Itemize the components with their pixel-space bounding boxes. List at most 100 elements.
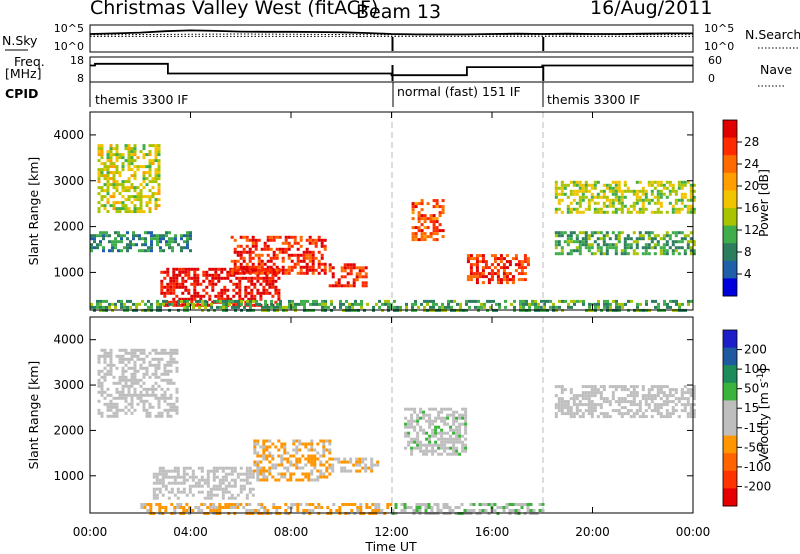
- heatmap-cell: [517, 278, 521, 282]
- heatmap-cell: [198, 305, 201, 309]
- heatmap-cell: [179, 506, 183, 509]
- heatmap-cell: [154, 159, 158, 163]
- heatmap-cell: [238, 291, 242, 295]
- heatmap-cell: [587, 409, 591, 413]
- heatmap-cell: [300, 302, 303, 306]
- heatmap-cell: [456, 302, 459, 306]
- heatmap-cell: [420, 202, 424, 206]
- heatmap-cell: [447, 299, 450, 303]
- heatmap-cell: [248, 238, 252, 242]
- heatmap-cell: [127, 402, 131, 406]
- heatmap-cell: [593, 183, 597, 187]
- heatmap-cell: [656, 385, 660, 389]
- heatmap-cell: [347, 503, 351, 506]
- heatmap-cell: [251, 509, 255, 512]
- heatmap-cell: [656, 234, 660, 238]
- heatmap-cell: [130, 375, 134, 379]
- heatmap-cell: [419, 428, 423, 432]
- heatmap-cell: [409, 506, 413, 509]
- heatmap-cell: [280, 472, 284, 476]
- heatmap-cell: [239, 271, 243, 275]
- heatmap-cell: [605, 397, 609, 401]
- heatmap-cell: [166, 282, 170, 286]
- heatmap-cell: [142, 399, 146, 403]
- heatmap-cell: [641, 186, 645, 190]
- heatmap-cell: [432, 217, 436, 221]
- heatmap-cell: [145, 201, 149, 205]
- heatmap-cell: [561, 299, 564, 303]
- heatmap-cell: [484, 509, 488, 512]
- heatmap-cell: [205, 291, 209, 295]
- heatmap-cell: [133, 150, 137, 154]
- heatmap-cell: [496, 278, 500, 282]
- heatmap-cell: [150, 249, 153, 253]
- heatmap-cell: [145, 372, 149, 376]
- heatmap-cell: [156, 240, 159, 244]
- heatmap-cell: [439, 509, 443, 512]
- heatmap-cell: [256, 460, 260, 464]
- heatmap-cell: [584, 246, 588, 250]
- heatmap-cell: [120, 302, 123, 306]
- heatmap-cell: [609, 302, 612, 306]
- heatmap-cell: [135, 234, 138, 238]
- heatmap-cell: [466, 260, 470, 264]
- heatmap-cell: [287, 506, 291, 509]
- heatmap-cell: [430, 506, 434, 509]
- heatmap-cell: [414, 302, 417, 306]
- heatmap-cell: [435, 226, 439, 230]
- heatmap-cell: [325, 439, 329, 443]
- heatmap-cell: [109, 348, 113, 352]
- heatmap-cell: [238, 279, 242, 283]
- colorbar-tick-label: 200: [744, 343, 767, 357]
- heatmap-cell: [133, 408, 137, 412]
- date-label: 16/Aug/2011: [590, 0, 712, 19]
- heatmap-cell: [193, 294, 197, 298]
- heatmap-cell: [261, 305, 264, 309]
- heatmap-cell: [195, 299, 198, 303]
- heatmap-cell: [377, 509, 381, 512]
- heatmap-cell: [464, 416, 468, 420]
- heatmap-cell: [587, 403, 591, 407]
- heatmap-cell: [343, 263, 347, 267]
- heatmap-cell: [109, 177, 113, 181]
- heatmap-cell: [133, 378, 137, 382]
- heatmap-cell: [166, 351, 170, 355]
- heatmap-cell: [151, 192, 155, 196]
- heatmap-cell: [557, 186, 561, 190]
- heatmap-cell: [133, 195, 137, 199]
- heatmap-cell: [653, 252, 657, 256]
- heatmap-cell: [251, 472, 255, 476]
- heatmap-cell: [557, 192, 561, 196]
- heatmap-cell: [130, 366, 134, 370]
- heatmap-cell: [461, 416, 465, 420]
- y-tick-label: 2000: [53, 423, 84, 437]
- heatmap-cell: [214, 267, 218, 271]
- heatmap-cell: [599, 403, 603, 407]
- heatmap-cell: [97, 168, 101, 172]
- heatmap-cell: [175, 399, 179, 403]
- heatmap-cell: [420, 302, 423, 306]
- heatmap-cell: [251, 256, 255, 260]
- heatmap-cell: [572, 412, 576, 416]
- heatmap-cell: [160, 396, 164, 400]
- heatmap-cell: [489, 305, 492, 309]
- heatmap-cell: [199, 297, 203, 301]
- heatmap-cell: [160, 270, 164, 274]
- heatmap-cell: [502, 257, 506, 261]
- heatmap-cell: [410, 416, 414, 420]
- heatmap-cell: [674, 240, 678, 244]
- heatmap-cell: [275, 247, 279, 251]
- heatmap-cell: [596, 195, 600, 199]
- heatmap-cell: [120, 299, 123, 303]
- heatmap-cell: [201, 299, 204, 303]
- heatmap-cell: [674, 231, 678, 235]
- heatmap-cell: [599, 207, 603, 211]
- heatmap-cell: [109, 408, 113, 412]
- heatmap-cell: [432, 305, 435, 309]
- heatmap-cell: [118, 171, 122, 175]
- heatmap-cell: [97, 171, 101, 175]
- heatmap-cell: [617, 240, 621, 244]
- heatmap-cell: [614, 237, 618, 241]
- heatmap-cell: [665, 234, 669, 238]
- heatmap-cell: [428, 407, 432, 411]
